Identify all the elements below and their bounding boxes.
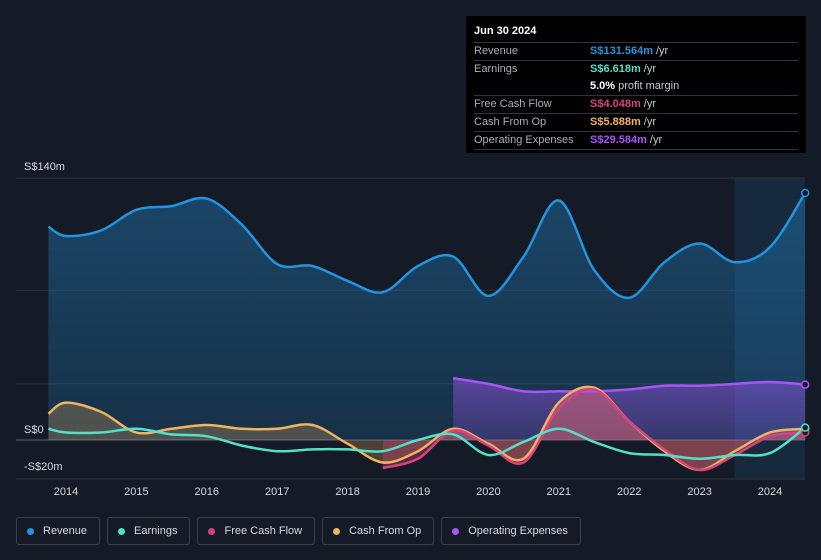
tooltip-value: S$5.888m	[590, 116, 641, 128]
legend-item-cash-from-op[interactable]: Cash From Op	[322, 517, 435, 545]
x-axis: 2014 2015 2016 2017 2018 2019 2020 2021 2022 2023…	[54, 486, 782, 498]
tooltip-label: Earnings	[474, 63, 518, 75]
series-fills	[48, 193, 806, 470]
operating-expenses-line	[452, 377, 806, 394]
legend-item-revenue[interactable]: Revenue	[16, 517, 101, 545]
x-tick-label: 2024	[758, 486, 782, 498]
tooltip-unit: /yr	[649, 134, 663, 146]
legend-item-operating-expenses[interactable]: Operating Expenses	[441, 517, 581, 545]
x-tick-label: 2015	[124, 486, 148, 498]
series-end-markers	[800, 188, 810, 437]
y-axis: S$140m S$0 -S$20m	[24, 161, 65, 473]
tooltip-row-cfo: Cash From Op S$5.888m /yr	[474, 114, 798, 132]
free-cash-flow-area	[382, 389, 806, 470]
operating-expenses-end-marker	[800, 380, 810, 389]
legend-dot-icon	[118, 527, 126, 535]
tooltip-unit: /yr	[643, 116, 656, 128]
earnings-line	[48, 426, 806, 460]
tooltip-label: Operating Expenses	[474, 134, 574, 146]
tooltip-row-fcf: Free Cash Flow S$4.048m /yr	[474, 96, 798, 114]
x-tick-label: 2021	[547, 486, 571, 498]
tooltip-unit: /yr	[643, 63, 656, 75]
legend: Revenue Earnings Free Cash Flow Cash Fro…	[16, 517, 581, 545]
revenue-end-marker	[800, 188, 810, 198]
x-tick-label: 2016	[195, 486, 219, 498]
tooltip-unit: /yr	[643, 98, 656, 110]
tooltip-row-earnings: Earnings S$6.618m /yr	[474, 61, 798, 78]
cash-from-op-line	[47, 385, 806, 472]
tooltip-label: Free Cash Flow	[474, 98, 552, 110]
legend-label: Cash From Op	[349, 525, 422, 537]
tooltip-unit: /yr	[656, 45, 669, 57]
legend-label: Earnings	[134, 525, 178, 537]
x-tick-label: 2022	[617, 486, 641, 498]
x-tick-label: 2017	[265, 486, 289, 498]
y-tick-label: -S$20m	[24, 461, 63, 473]
tooltip-date: Jun 30 2024	[474, 24, 798, 43]
tooltip-value: S$4.048m	[590, 98, 641, 110]
tooltip-value: S$6.618m	[590, 63, 641, 75]
legend-item-earnings[interactable]: Earnings	[107, 517, 191, 545]
legend-label: Revenue	[43, 525, 88, 537]
tooltip-row-opex: Operating Expenses S$29.584m /yr	[474, 132, 798, 150]
x-tick-label: 2019	[406, 486, 430, 498]
tooltip-value: 5.0%	[590, 80, 616, 92]
tooltip-value: S$131.564m	[590, 45, 653, 57]
legend-label: Free Cash Flow	[224, 525, 303, 537]
tooltip-unit: profit margin	[618, 80, 680, 92]
legend-dot-icon	[27, 527, 34, 535]
tooltip-label: Cash From Op	[474, 116, 547, 128]
tooltip-row-margin: 5.0% profit margin	[474, 78, 798, 96]
tooltip-value: S$29.584m	[590, 134, 647, 146]
y-tick-label: S$140m	[24, 161, 65, 173]
legend-label: Operating Expenses	[468, 525, 568, 537]
x-tick-label: 2023	[687, 486, 711, 498]
tooltip-label	[474, 78, 590, 95]
x-tick-label: 2014	[54, 486, 78, 498]
tooltip-label: Revenue	[474, 45, 519, 57]
legend-dot-icon	[333, 527, 341, 535]
y-tick-label: S$0	[24, 424, 44, 436]
series-lines	[47, 192, 807, 472]
operating-expenses-area	[453, 378, 806, 440]
tooltip-row-revenue: Revenue S$131.564m /yr	[474, 43, 798, 61]
x-tick-label: 2018	[335, 486, 359, 498]
legend-item-free-cash-flow[interactable]: Free Cash Flow	[197, 517, 316, 545]
revenue-area	[48, 193, 806, 440]
legend-dot-icon	[208, 527, 216, 535]
x-tick-label: 2020	[476, 486, 500, 498]
tooltip: Jun 30 2024 Revenue S$131.564m /yr Earni…	[466, 16, 806, 153]
revenue-line	[47, 192, 807, 300]
earnings-end-marker	[800, 423, 810, 432]
legend-dot-icon	[452, 527, 460, 535]
